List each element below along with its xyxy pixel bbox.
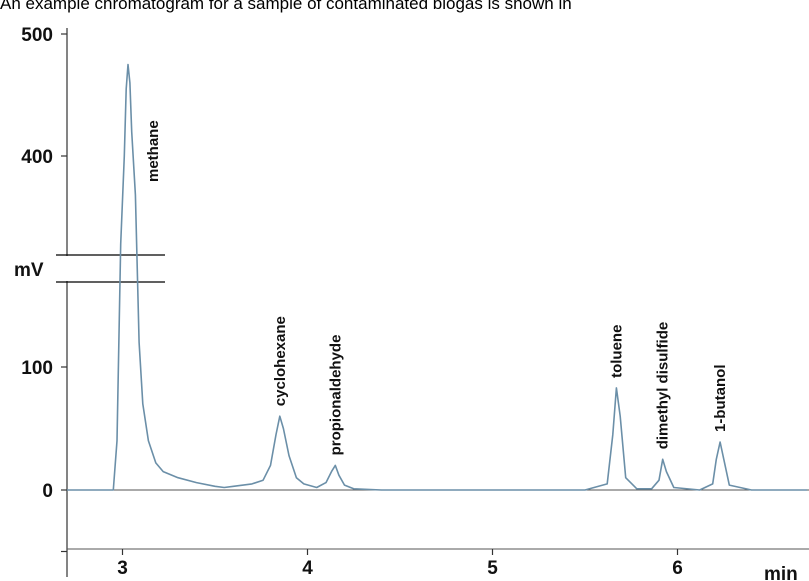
peak-label-cyclohexane: cyclohexane <box>272 316 289 406</box>
y-tick-label-0: 0 <box>42 481 53 502</box>
peak-label-methane: methane <box>145 120 162 182</box>
peak-label-1-butanol: 1-butanol <box>712 365 729 433</box>
peak-label-toluene: toluene <box>608 325 625 378</box>
chromatogram-trace <box>67 63 807 491</box>
y-tick-label-400: 400 <box>21 147 53 168</box>
axis-break-gap <box>60 256 74 281</box>
labels: 500 400 100 0 3 4 5 6 mV min methane cyclohexane pro… <box>14 25 798 581</box>
peak-label-propionaldehyde: propionaldehyde <box>327 335 344 456</box>
peak-label-dimethyl-disulfide: dimethyl disulfide <box>655 322 672 450</box>
axes <box>56 28 809 577</box>
y-tick-label-500: 500 <box>21 25 53 46</box>
caption-text: An example chromatogram for a sample of … <box>0 0 572 13</box>
plot-area <box>67 63 807 491</box>
y-tick-label-100: 100 <box>21 358 53 379</box>
x-tick-label-4: 4 <box>302 558 313 579</box>
y-axis-label: mV <box>14 260 44 281</box>
x-tick-label-6: 6 <box>672 558 683 579</box>
x-axis-label: min <box>764 564 798 581</box>
x-tick-label-5: 5 <box>487 558 498 579</box>
x-tick-label-3: 3 <box>117 558 128 579</box>
